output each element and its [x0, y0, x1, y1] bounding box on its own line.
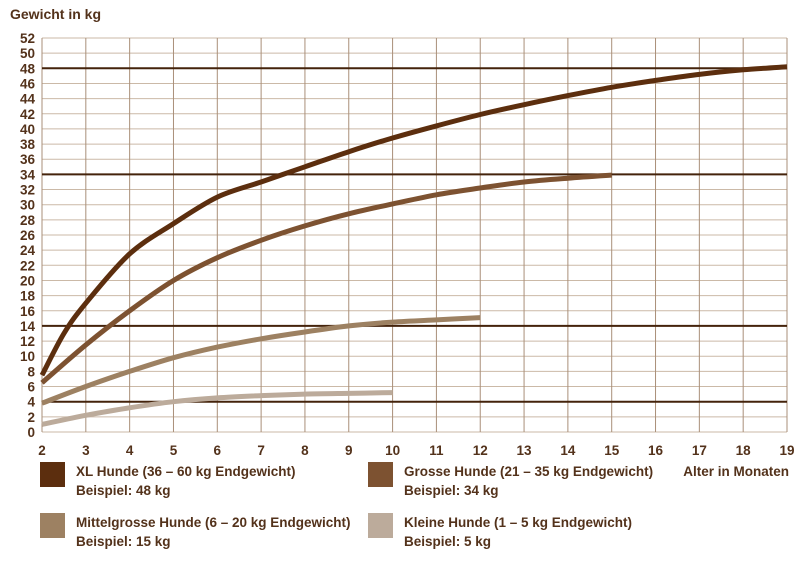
y-tick-label: 4 [27, 395, 35, 410]
y-tick-label: 2 [27, 410, 35, 425]
legend-label: Mittelgrosse Hunde (6 – 20 kg Endgewicht… [76, 515, 351, 530]
x-tick-label: 16 [648, 443, 664, 458]
legend-swatch-kleine-hunde [368, 513, 393, 538]
chart-title: Gewicht in kg [10, 6, 102, 22]
y-tick-label: 0 [27, 425, 35, 440]
y-tick-label: 28 [20, 213, 36, 228]
legend-item-mittelgrosse-hunde: Mittelgrosse Hunde (6 – 20 kg Endgewicht… [40, 513, 351, 551]
legend-example: Beispiel: 48 kg [76, 483, 171, 498]
y-tick-label: 8 [27, 364, 35, 379]
x-tick-label: 18 [736, 443, 752, 458]
legend-label: Grosse Hunde (21 – 35 kg Endgewicht) [404, 464, 654, 479]
y-tick-label: 30 [20, 198, 35, 213]
legend-label: Kleine Hunde (1 – 5 kg Endgewicht) [404, 515, 633, 530]
x-tick-label: 8 [301, 443, 309, 458]
legend-example: Beispiel: 5 kg [404, 534, 492, 549]
legend-example: Beispiel: 34 kg [404, 483, 499, 498]
x-tick-label: 14 [560, 443, 576, 458]
x-tick-label: 12 [473, 443, 488, 458]
x-tick-label: 9 [345, 443, 353, 458]
legend-label: XL Hunde (36 – 60 kg Endgewicht) [76, 464, 296, 479]
x-tick-label: 17 [692, 443, 707, 458]
curve-mittelgrosse-hunde [41, 315, 481, 406]
curve-grosse-hunde [40, 172, 612, 385]
y-tick-label: 52 [20, 31, 35, 46]
y-tick-label: 36 [20, 152, 36, 167]
y-tick-label: 48 [20, 61, 36, 76]
y-tick-label: 40 [20, 122, 35, 137]
y-tick-label: 14 [20, 319, 36, 334]
legend-item-kleine-hunde: Kleine Hunde (1 – 5 kg Endgewicht) Beisp… [368, 513, 632, 551]
x-axis-label: Alter in Monaten [683, 464, 789, 479]
curve-kleine-hunde [41, 390, 393, 427]
x-tick-label: 10 [385, 443, 400, 458]
x-tick-label: 13 [517, 443, 533, 458]
y-tick-label: 16 [20, 304, 36, 319]
y-tick-label: 34 [20, 167, 36, 182]
x-tick-label: 4 [126, 443, 134, 458]
y-tick-label: 32 [20, 183, 35, 198]
legend-item-grosse-hunde: Grosse Hunde (21 – 35 kg Endgewicht) Bei… [368, 462, 653, 500]
y-tick-label: 10 [20, 349, 35, 364]
legend-swatch-grosse-hunde [368, 462, 393, 487]
x-tick-label: 19 [779, 443, 794, 458]
y-tick-label: 24 [20, 243, 36, 258]
x-tick-label: 7 [257, 443, 265, 458]
x-tick-label: 3 [82, 443, 90, 458]
curve-xl-hunde [39, 64, 788, 377]
x-tick-label: 5 [170, 443, 178, 458]
x-tick-label: 6 [214, 443, 222, 458]
y-tick-label: 12 [20, 334, 35, 349]
legend-swatch-xl-hunde [40, 462, 65, 487]
y-tick-label: 46 [20, 76, 36, 91]
legend-example: Beispiel: 15 kg [76, 534, 171, 549]
x-tick-label: 15 [604, 443, 620, 458]
growth-chart-plot: 0246810121416182022242628303234363840424… [20, 31, 795, 458]
y-tick-label: 22 [20, 258, 35, 273]
y-tick-label: 26 [20, 228, 36, 243]
y-tick-label: 20 [20, 273, 35, 288]
y-tick-label: 38 [20, 137, 36, 152]
legend-item-xl-hunde: XL Hunde (36 – 60 kg Endgewicht) Beispie… [40, 462, 296, 500]
y-tick-label: 18 [20, 289, 36, 304]
y-tick-label: 42 [20, 107, 35, 122]
y-tick-label: 6 [27, 380, 35, 395]
x-tick-label: 2 [38, 443, 46, 458]
legend-swatch-mittelgrosse-hunde [40, 513, 65, 538]
y-tick-label: 50 [20, 46, 35, 61]
x-tick-label: 11 [429, 443, 444, 458]
y-tick-label: 44 [20, 92, 36, 107]
